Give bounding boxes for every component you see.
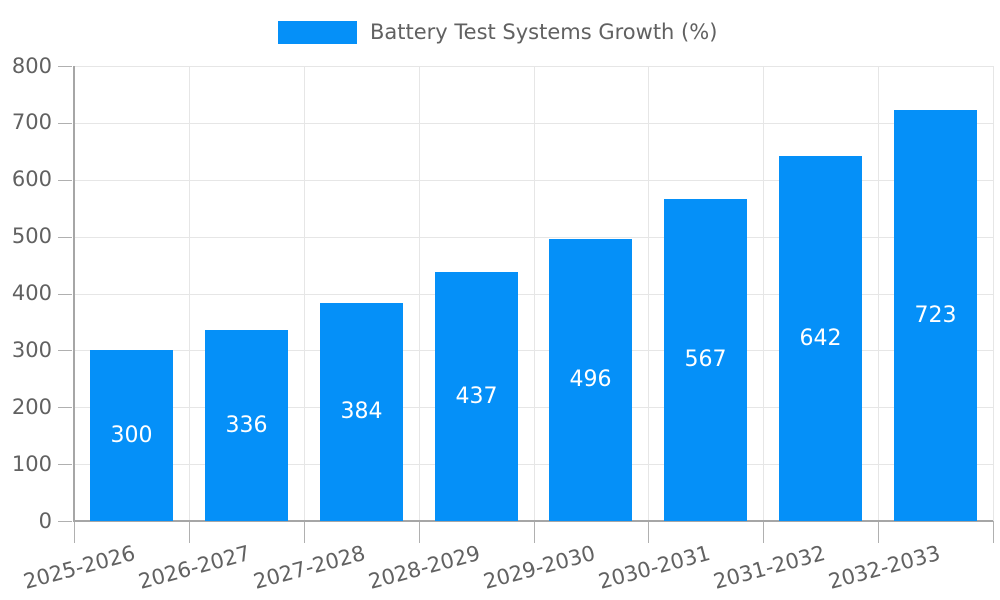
bar-2027-2028[interactable]: 384 bbox=[320, 303, 403, 521]
y-tick-mark bbox=[58, 294, 72, 295]
y-tick-mark bbox=[58, 464, 72, 465]
x-axis-tick-label: 2025-2026 bbox=[20, 541, 138, 594]
bar-value-label: 642 bbox=[799, 325, 842, 351]
y-gridline bbox=[74, 180, 993, 181]
bar-value-label: 437 bbox=[455, 383, 498, 409]
y-tick-mark bbox=[58, 123, 72, 124]
x-gridline bbox=[878, 66, 879, 521]
x-tick-mark bbox=[648, 521, 649, 543]
legend-swatch bbox=[278, 20, 357, 44]
bar-value-label: 723 bbox=[914, 302, 957, 328]
y-gridline bbox=[74, 464, 993, 465]
bar-2028-2029[interactable]: 437 bbox=[435, 272, 518, 521]
bar-2025-2026[interactable]: 300 bbox=[90, 350, 173, 521]
bar-2026-2027[interactable]: 336 bbox=[205, 330, 288, 521]
y-axis-tick-label: 400 bbox=[11, 281, 52, 305]
x-axis-line bbox=[74, 520, 993, 522]
x-tick-mark bbox=[74, 521, 75, 543]
y-gridline bbox=[74, 123, 993, 124]
x-gridline bbox=[993, 66, 994, 521]
y-tick-mark bbox=[58, 350, 72, 351]
bar-value-label: 496 bbox=[569, 367, 612, 392]
x-gridline bbox=[534, 66, 535, 521]
bar-value-label: 384 bbox=[340, 399, 383, 424]
y-tick-mark bbox=[58, 237, 72, 238]
bar-value-label: 336 bbox=[225, 412, 268, 438]
y-tick-mark bbox=[58, 521, 72, 522]
x-tick-mark bbox=[878, 521, 879, 543]
y-axis-line bbox=[73, 66, 75, 522]
y-axis-tick-label: 800 bbox=[11, 54, 52, 78]
x-gridline bbox=[304, 66, 305, 521]
x-axis-tick-label: 2031-2032 bbox=[710, 541, 828, 594]
y-axis-tick-label: 200 bbox=[11, 395, 52, 419]
y-gridline bbox=[74, 407, 993, 408]
bar-2031-2032[interactable]: 642 bbox=[779, 156, 862, 521]
bar-2030-2031[interactable]: 567 bbox=[664, 199, 747, 521]
x-axis-tick-label: 2026-2027 bbox=[135, 541, 253, 594]
x-axis-tick-label: 2027-2028 bbox=[250, 541, 368, 594]
x-axis-tick-label: 2030-2031 bbox=[595, 541, 713, 594]
y-axis-tick-label: 600 bbox=[11, 167, 52, 191]
y-tick-mark bbox=[58, 407, 72, 408]
x-axis-tick-label: 2029-2030 bbox=[480, 541, 598, 594]
bar-2032-2033[interactable]: 723 bbox=[894, 110, 977, 521]
bar-value-label: 300 bbox=[110, 422, 153, 448]
bar-value-label: 567 bbox=[684, 347, 727, 372]
x-gridline bbox=[419, 66, 420, 521]
x-tick-mark bbox=[304, 521, 305, 543]
y-tick-mark bbox=[58, 66, 72, 67]
x-axis-tick-label: 2028-2029 bbox=[365, 541, 483, 594]
y-gridline bbox=[74, 294, 993, 295]
y-axis-tick-label: 0 bbox=[38, 509, 52, 533]
y-gridline bbox=[74, 237, 993, 238]
y-axis-tick-label: 500 bbox=[11, 224, 52, 248]
x-axis-tick-label: 2032-2033 bbox=[825, 541, 943, 594]
y-tick-mark bbox=[58, 180, 72, 181]
x-tick-mark bbox=[534, 521, 535, 543]
x-tick-mark bbox=[763, 521, 764, 543]
x-tick-mark bbox=[419, 521, 420, 543]
x-gridline bbox=[189, 66, 190, 521]
x-tick-mark bbox=[189, 521, 190, 543]
y-gridline bbox=[74, 350, 993, 351]
x-gridline bbox=[648, 66, 649, 521]
y-gridline bbox=[74, 66, 993, 67]
y-axis-tick-label: 100 bbox=[11, 452, 52, 476]
x-gridline bbox=[763, 66, 764, 521]
y-axis-tick-label: 700 bbox=[11, 110, 52, 134]
x-tick-mark bbox=[993, 521, 994, 543]
bar-2029-2030[interactable]: 496 bbox=[549, 239, 632, 521]
y-axis-tick-label: 300 bbox=[11, 338, 52, 362]
chart-legend[interactable]: Battery Test Systems Growth (%) bbox=[278, 20, 717, 44]
chart-title: Battery Test Systems Growth (%) bbox=[370, 20, 718, 44]
